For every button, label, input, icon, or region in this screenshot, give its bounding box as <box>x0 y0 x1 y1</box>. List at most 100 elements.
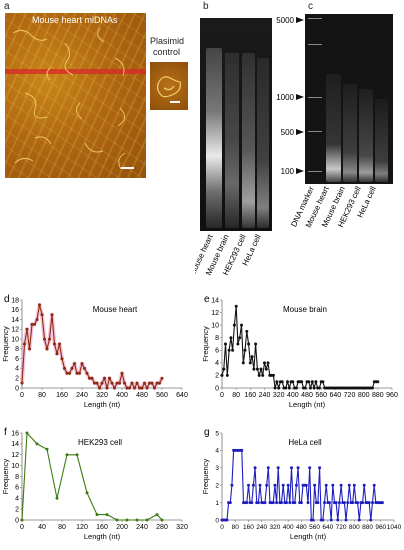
panel-a-title: Mouse heart miDNAs <box>32 15 118 25</box>
chart-e-point <box>234 304 238 308</box>
gel-c-marker-band-2 <box>308 44 322 45</box>
chart-d-xtick-label: 480 <box>136 392 148 399</box>
chart-e-point <box>314 380 318 384</box>
chart-g-point <box>308 466 312 470</box>
chart-g-xtick-label: 560 <box>309 524 320 531</box>
marker-5000-arrow <box>296 17 304 23</box>
chart-d-point <box>28 347 31 351</box>
gel-c-lane-5 <box>375 99 388 182</box>
chart-g-point <box>334 501 338 505</box>
chart-f-point <box>105 513 109 517</box>
chart-f-point <box>35 442 39 446</box>
chart-e-point <box>264 367 268 371</box>
marker-5000-label: 5000 <box>276 16 294 25</box>
chart-g-point <box>228 501 232 505</box>
marker-1000-label: 1000 <box>276 93 294 102</box>
chart-g-point <box>240 448 244 452</box>
chart-e-point <box>225 373 229 377</box>
chart-e-point <box>317 386 321 390</box>
chart-e-point <box>222 367 226 371</box>
chart-g-point <box>294 483 298 487</box>
chart-f-ytick-label: 6 <box>15 485 19 492</box>
plasmid-scale-bar <box>170 101 180 103</box>
chart-f-xlabel: Length (nt) <box>84 532 121 541</box>
chart-d-point <box>160 376 164 380</box>
chart-g-point <box>367 501 371 505</box>
chart-g-point <box>313 483 317 487</box>
chart-d-point <box>110 381 114 385</box>
chart-g-point <box>253 466 257 470</box>
chart-d-series-highlight <box>20 302 164 390</box>
chart-g-xtick-label: 800 <box>349 524 360 531</box>
chart-g-title: HeLa cell <box>288 438 322 447</box>
chart-d-ytick-label: 12 <box>11 327 19 334</box>
chart-e-point <box>263 361 266 365</box>
chart-g-point <box>380 501 384 505</box>
chart-d-point <box>73 362 76 366</box>
chart-e-point <box>280 380 284 384</box>
panel-a-label: a <box>4 1 10 12</box>
chart-e-point <box>266 361 270 365</box>
chart-d-point <box>65 371 69 375</box>
chart-d-point <box>128 386 131 390</box>
chart-d-ytick-label: 6 <box>15 356 19 363</box>
chart-g-point <box>293 501 297 505</box>
chart-e-point <box>254 342 258 346</box>
chart-d-ytick-label: 0 <box>15 385 19 392</box>
chart-g-point <box>336 518 340 522</box>
chart-d-point <box>113 386 116 390</box>
chart-d-ytick-label: 8 <box>15 346 19 353</box>
chart-g-point <box>250 501 254 505</box>
gel-c-marker-band-1 <box>308 18 322 19</box>
chart-e-point <box>287 386 291 390</box>
chart-e-ytick-label: 6 <box>215 348 219 355</box>
chart-g-point <box>247 483 250 487</box>
chart-g-ytick-label: 1 <box>215 500 219 507</box>
chart-e-title: Mouse brain <box>283 305 327 314</box>
chart-d-point <box>155 381 159 385</box>
chart-d-xtick-label: 160 <box>56 392 68 399</box>
chart-g-xtick-label: 480 <box>296 524 307 531</box>
chart-d-ytick-label: 14 <box>11 317 19 324</box>
chart-d-xtick-label: 320 <box>96 392 108 399</box>
gel-c-marker-band-5 <box>308 171 322 172</box>
chart-e-point <box>371 386 374 390</box>
chart-d-point <box>158 381 161 385</box>
chart-d-point <box>88 376 91 380</box>
chart-e-ytick-label: 14 <box>211 297 219 304</box>
chart-f-ytick-label: 12 <box>11 452 19 459</box>
chart-d-point <box>120 371 124 375</box>
chart-e-ytick-label: 12 <box>211 310 219 317</box>
chart-d-ytick-label: 18 <box>11 297 19 304</box>
chart-g-ylabel: Frequency <box>201 459 210 495</box>
chart-g-point <box>304 483 308 487</box>
chart-d-point <box>103 376 106 380</box>
chart-e-xtick-label: 560 <box>315 392 327 399</box>
chart-g-xtick-label: 80 <box>232 524 240 531</box>
chart-g-point <box>280 501 283 505</box>
chart-g-points <box>220 448 384 522</box>
chart-f-point <box>75 453 79 457</box>
chart-d-point <box>135 381 139 385</box>
chart-d-point <box>75 371 79 375</box>
chart-f-point <box>115 518 119 522</box>
chart-d-point <box>78 371 81 375</box>
chart-g-xtick-label: 0 <box>220 524 224 531</box>
chart-d-point <box>23 342 26 346</box>
chart-f-panel-label: f <box>4 427 7 438</box>
chart-f-xtick-label: 320 <box>176 524 188 531</box>
chart-d-point <box>150 381 154 385</box>
afm-image <box>5 13 146 178</box>
chart-d-point <box>80 362 84 366</box>
chart-g-axes: 0 1 2 3 4 5 0 80 160 240 320 400 480 560 640 720 800 880 9… <box>215 430 401 531</box>
chart-g-point <box>273 483 277 487</box>
chart-d-point <box>90 376 94 380</box>
chart-g-point <box>275 501 279 505</box>
plasmid-title-line2: control <box>153 47 181 57</box>
chart-d-title: Mouse heart <box>93 305 138 314</box>
chart-d-point <box>70 366 74 370</box>
afm-dna-strands <box>12 27 126 170</box>
chart-f-point <box>160 518 164 522</box>
chart-e-ytick-label: 2 <box>215 373 219 380</box>
chart-e-xtick-label: 960 <box>386 392 398 399</box>
